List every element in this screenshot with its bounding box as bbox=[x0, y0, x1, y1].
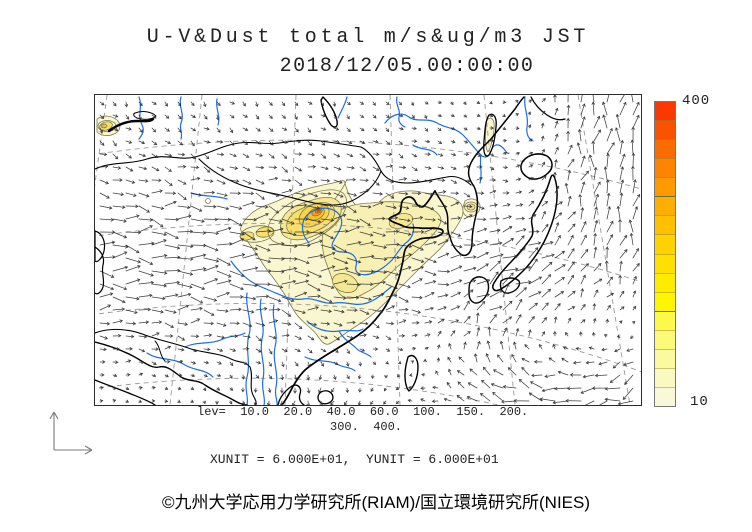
colorbar-segment bbox=[655, 330, 675, 350]
colorbar-segment bbox=[655, 368, 675, 388]
colorbar-segment bbox=[655, 178, 675, 198]
weather-map bbox=[94, 94, 642, 406]
figure-timestamp: 2018/12/05.00:00:00 bbox=[279, 55, 535, 78]
figure-title: U-V&Dust total m/s&ug/m3 JST bbox=[146, 26, 590, 49]
axis-indicator bbox=[49, 411, 93, 455]
colorbar bbox=[654, 101, 676, 407]
colorbar-segment bbox=[655, 349, 675, 369]
y-axis-arrow bbox=[49, 411, 59, 450]
colorbar-segment bbox=[655, 121, 675, 141]
colorbar-segment bbox=[655, 159, 675, 179]
colorbar-segment bbox=[655, 140, 675, 160]
colorbar-max-label: 400 bbox=[682, 93, 711, 109]
colorbar-segment bbox=[655, 273, 675, 293]
contour-levels-line1: lev= 10.0 20.0 40.0 60.0 100. 150. 200. bbox=[197, 405, 529, 419]
colorbar-segment bbox=[655, 311, 675, 331]
colorbar-segment bbox=[655, 387, 675, 406]
colorbar-segment bbox=[655, 254, 675, 274]
colorbar-segment bbox=[655, 102, 675, 122]
colorbar-segment bbox=[655, 216, 675, 236]
colorbar-min-label: 10 bbox=[690, 394, 709, 410]
vector-units-line: XUNIT = 6.000E+01, YUNIT = 6.000E+01 bbox=[210, 452, 499, 467]
graticule-layer bbox=[95, 95, 641, 405]
colorbar-segment bbox=[655, 235, 675, 255]
colorbar-segment bbox=[655, 197, 675, 217]
colorbar-segment bbox=[655, 292, 675, 312]
contour-levels-line2: 300. 400. bbox=[330, 420, 403, 434]
wind-arrows bbox=[99, 95, 641, 405]
wind-arrow-layer bbox=[99, 95, 641, 405]
credit-line: ©九州大学応用力学研究所(RIAM)/国立環境研究所(NIES) bbox=[161, 493, 591, 512]
x-axis-arrow bbox=[54, 445, 93, 455]
